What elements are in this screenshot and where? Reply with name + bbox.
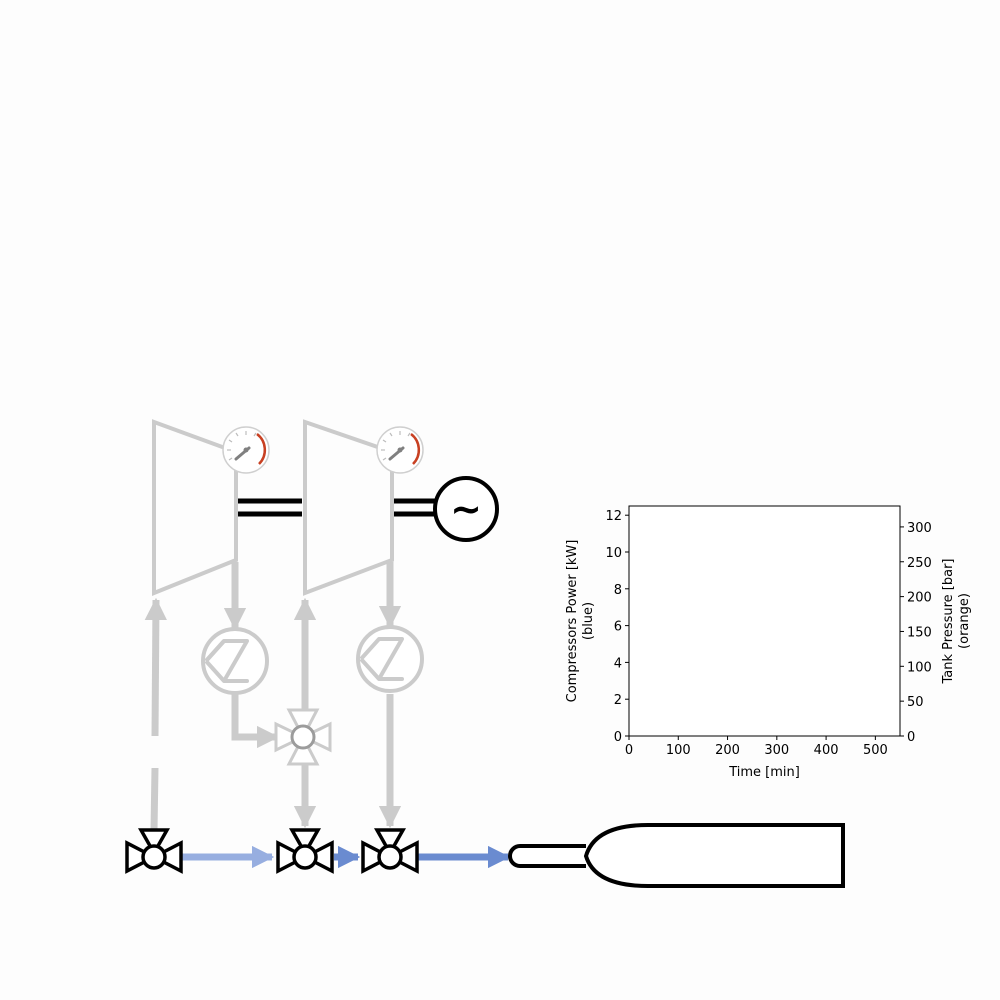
x-tick-label: 0 [625,743,633,758]
x-tick-label: 300 [764,743,789,758]
pressure-gauge-1 [222,426,270,474]
x-tick-label: 200 [715,743,740,758]
intercooler-1 [201,627,269,695]
chart: 0 100 200 300 400 500 0 2 4 6 8 10 12 0 50 100 150 200 250… [565,505,972,780]
gauge-red-zone [256,433,267,465]
y2-tick-label: 100 [907,660,932,675]
y2-tick-label: 150 [907,625,932,640]
compressor-stage-1 [152,419,238,596]
y-tick-label: 12 [605,509,622,524]
compressor-stage-2 [303,419,394,596]
compressor-2-body [303,419,394,596]
heat-exchanger-2-coil [359,637,404,681]
y2-tick-label: 50 [907,695,924,710]
storage-tank [508,823,845,888]
valve-2[interactable] [276,828,334,874]
valve-3[interactable] [361,828,419,874]
generator-circle [433,476,499,542]
shafts [235,498,436,517]
tank-neck [508,844,586,868]
pipe-valve1-to-comp1-upper [144,597,168,737]
pipe-cooler1-to-valve-mid [231,694,280,749]
y2-axis-label: Tank Pressure [bar] [941,558,956,684]
y2-tick-label: 0 [907,730,915,745]
y2-tick-label: 300 [907,521,932,536]
y-tick-label: 0 [614,730,622,745]
gauge-red-zone [410,433,421,465]
intercooler-2 [356,625,424,693]
y2-tick-label: 200 [907,591,932,606]
plot-area [628,505,901,737]
x-tick-label: 100 [666,743,691,758]
y-tick-label: 6 [614,620,622,635]
valve-intermediate[interactable] [274,708,332,766]
y2-axis-label-note: (orange) [957,593,972,649]
x-tick-label: 400 [814,743,839,758]
y-tick-label: 4 [614,656,622,671]
valve-1[interactable] [125,828,183,874]
y-axis-label: Compressors Power [kW] [565,540,580,703]
y-tick-label: 8 [614,583,622,598]
y-tick-label: 10 [605,546,622,561]
x-axis-label: Time [min] [728,765,800,780]
y-axis-label-note: (blue) [581,602,596,640]
y2-tick-label: 250 [907,556,932,571]
x-tick-label: 500 [863,743,888,758]
pressure-gauge-2 [376,426,424,474]
generator-symbol: ~ [450,487,482,531]
compressor-1-body [152,419,238,596]
generator: ~ [433,476,499,542]
inactive-pipes [144,562,402,831]
pipe-valve1-to-comp1-lower [150,767,159,831]
y-tick-label: 2 [614,693,622,708]
tank-body [583,823,845,888]
